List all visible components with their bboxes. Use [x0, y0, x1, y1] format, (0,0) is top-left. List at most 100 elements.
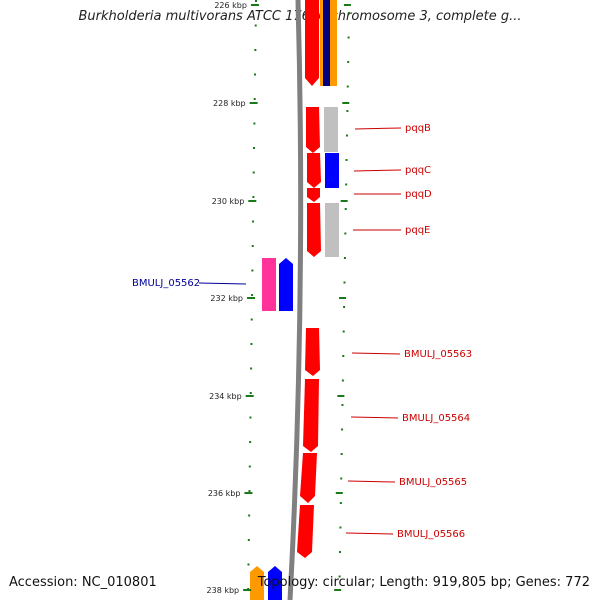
- minor-tick: [339, 502, 342, 504]
- minor-tick: [345, 134, 348, 137]
- minor-tick: [250, 367, 253, 370]
- BMULJ_05563-leader: [351, 352, 401, 355]
- major-tick: [334, 589, 342, 591]
- gene-bottom-orange[interactable]: [250, 566, 264, 600]
- kbp-label: 238 kbp: [207, 586, 240, 595]
- minor-tick: [343, 257, 346, 259]
- minor-tick: [252, 196, 255, 198]
- gene-pqqB-homolog[interactable]: [324, 107, 338, 152]
- accession-text: Accession: NC_010801: [9, 575, 157, 590]
- scale-ticks: [243, 0, 351, 591]
- minor-tick: [247, 563, 250, 566]
- BMULJ_05565-leader: [347, 480, 396, 483]
- major-tick: [337, 395, 345, 397]
- gene-label-BMULJ_05563[interactable]: BMULJ_05563: [404, 349, 472, 360]
- BMULJ_05564-leader: [350, 416, 399, 419]
- minor-tick: [253, 122, 256, 125]
- gene-BMULJ_05562-arrow[interactable]: [279, 258, 293, 311]
- BMULJ_05562-leader: [198, 282, 247, 285]
- minor-tick: [254, 24, 257, 27]
- minor-tick: [338, 575, 341, 578]
- gene-label-BMULJ_05562[interactable]: BMULJ_05562: [132, 278, 200, 289]
- kbp-label: 228 kbp: [213, 99, 246, 108]
- minor-tick: [342, 330, 345, 333]
- minor-tick: [346, 110, 349, 112]
- gene-BMULJ_05562-homolog[interactable]: [262, 258, 276, 311]
- major-tick: [248, 200, 257, 202]
- minor-tick: [251, 245, 254, 247]
- minor-tick: [344, 208, 347, 210]
- major-tick: [250, 4, 259, 6]
- minor-tick: [248, 465, 251, 468]
- minor-tick: [339, 526, 342, 529]
- gene-top-red[interactable]: [305, 0, 319, 86]
- major-tick: [244, 492, 253, 494]
- gene-label-BMULJ_05564[interactable]: BMULJ_05564: [402, 413, 470, 424]
- chromosome-backbone: [287, 0, 304, 600]
- minor-tick: [345, 183, 348, 186]
- minor-tick: [340, 453, 343, 455]
- minor-tick: [250, 318, 253, 321]
- major-tick: [339, 297, 347, 299]
- gene-pqqB-arrow[interactable]: [306, 107, 320, 153]
- gene-label-pqqD[interactable]: pqqD: [405, 189, 432, 200]
- gene-pqqC-homolog[interactable]: [325, 153, 339, 188]
- gene-top-navy[interactable]: [323, 0, 330, 86]
- major-tick: [340, 200, 348, 202]
- major-tick: [335, 492, 343, 494]
- minor-tick: [344, 232, 347, 235]
- scale-labels: 226 kbp 228 kbp 230 kbp 232 kbp 234 kbp 236 k…: [207, 1, 247, 595]
- pqqB-leader: [354, 127, 402, 130]
- minor-tick: [343, 306, 346, 308]
- minor-tick: [347, 61, 350, 63]
- minor-tick: [248, 514, 251, 517]
- minor-tick: [339, 551, 342, 553]
- minor-tick: [253, 98, 256, 100]
- major-tick: [247, 297, 256, 299]
- gene-BMULJ_05566-arrow[interactable]: [297, 505, 314, 558]
- minor-tick: [249, 416, 252, 419]
- minor-tick: [248, 490, 251, 492]
- minor-tick: [251, 269, 254, 272]
- gene-label-BMULJ_05566[interactable]: BMULJ_05566: [397, 529, 465, 540]
- minor-tick: [347, 36, 350, 39]
- gene-label-pqqB[interactable]: pqqB: [405, 123, 431, 134]
- gene-pqqD-arrow[interactable]: [307, 188, 320, 202]
- kbp-label: 230 kbp: [212, 197, 245, 206]
- gene-bottom-blue[interactable]: [268, 566, 282, 600]
- BMULJ_05566-leader: [345, 532, 394, 535]
- minor-tick: [251, 294, 254, 296]
- minor-tick: [342, 355, 345, 357]
- major-tick: [343, 4, 351, 6]
- gene-pqqC-arrow[interactable]: [307, 153, 321, 188]
- gene-pqqE-arrow[interactable]: [307, 203, 321, 257]
- minor-tick: [341, 404, 344, 406]
- genome-summary-text: Topology: circular; Length: 919,805 bp; …: [257, 575, 590, 590]
- minor-tick: [252, 171, 255, 174]
- minor-tick: [252, 220, 255, 223]
- gene-pqqE-homolog[interactable]: [325, 203, 339, 257]
- major-tick: [245, 395, 254, 397]
- gene-BMULJ_05565-arrow[interactable]: [300, 453, 317, 503]
- pqqC-leader: [353, 169, 402, 172]
- gene-label-pqqC[interactable]: pqqC: [405, 165, 431, 176]
- gene-BMULJ_05563-arrow[interactable]: [305, 328, 320, 376]
- kbp-label: 234 kbp: [209, 392, 242, 401]
- major-tick: [342, 102, 350, 104]
- kbp-label: 232 kbp: [210, 294, 243, 303]
- gene-label-pqqE[interactable]: pqqE: [405, 225, 430, 236]
- minor-tick: [247, 539, 250, 541]
- minor-tick: [340, 477, 343, 480]
- minor-tick: [348, 12, 350, 14]
- gene-BMULJ_05564-arrow[interactable]: [303, 379, 319, 452]
- minor-tick: [254, 73, 257, 76]
- minor-tick: [343, 281, 346, 284]
- bottom-gene-group[interactable]: [250, 566, 282, 600]
- kbp-label: 236 kbp: [208, 489, 241, 498]
- minor-tick: [254, 49, 257, 51]
- minor-tick: [253, 147, 256, 149]
- kbp-label: 226 kbp: [214, 1, 247, 10]
- top-gene-group[interactable]: [305, 0, 337, 86]
- gene-label-BMULJ_05565[interactable]: BMULJ_05565: [399, 477, 467, 488]
